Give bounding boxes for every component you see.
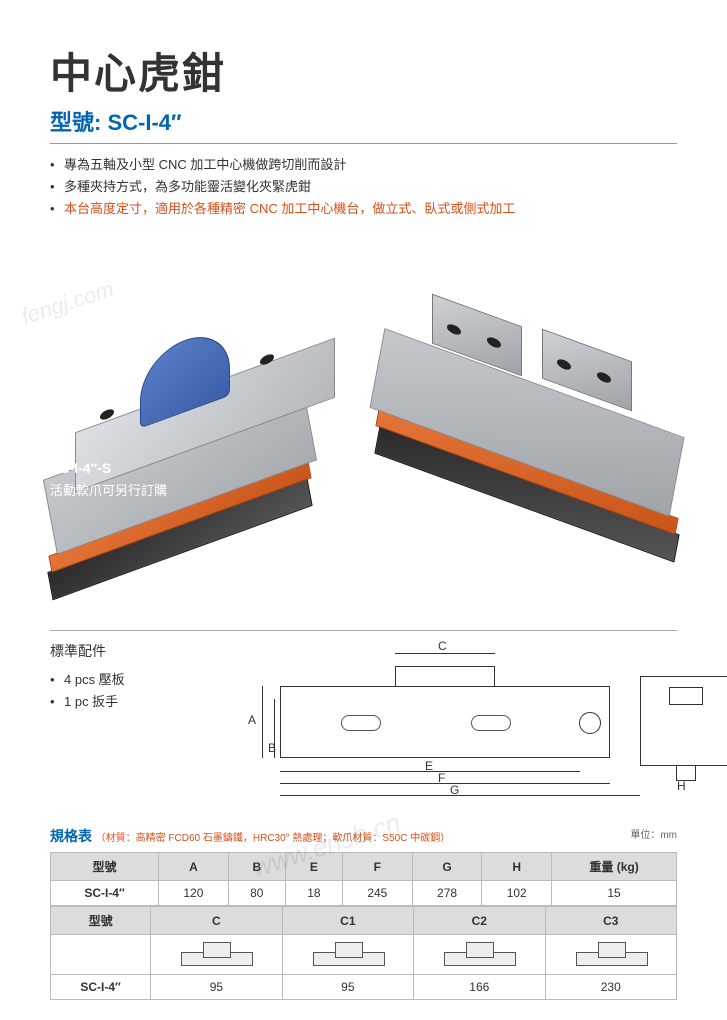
bullet: 本台高度定寸，適用於各種精密 CNC 加工中心機台，做立式、臥式或側式加工: [50, 198, 677, 220]
page-title: 中心虎鉗: [50, 40, 677, 101]
vise-right-image: [347, 230, 697, 550]
td: 120: [159, 881, 229, 906]
model-line: 型號: SC-I-4″: [50, 105, 677, 144]
th: C2: [414, 907, 545, 935]
clamp-icon: [444, 940, 514, 966]
table-header-row: 型號 C C1 C2 C3: [51, 907, 677, 935]
bullet-highlight: 本台高度定寸，適用於各種精密 CNC 加工中心機台，做立式、臥式或側式加工: [64, 201, 515, 216]
page-container: 中心虎鉗 型號: SC-I-4″ 專為五軸及小型 CNC 加工中心機做跨切削而設…: [0, 0, 727, 1020]
td: 95: [151, 975, 282, 1000]
variant-label: SC-I-4″-S 活動軟爪可另行訂購: [50, 460, 167, 499]
variant-note: 活動軟爪可另行訂購: [50, 480, 167, 499]
dim-a: A: [248, 713, 256, 727]
th: G: [412, 853, 482, 881]
clamp-icon: [313, 940, 383, 966]
spec-title: 規格表: [50, 828, 92, 844]
td: 245: [343, 881, 413, 906]
table-icon-row: [51, 935, 677, 975]
accessory-item: 4 pcs 壓板: [50, 669, 220, 691]
clamp-icon-cell: [414, 935, 545, 975]
th: C1: [282, 907, 413, 935]
td: SC-I-4″: [51, 881, 159, 906]
spec-unit: 單位：mm: [630, 826, 677, 841]
dim-f: F: [438, 771, 445, 785]
accessories-list: 標準配件 4 pcs 壓板 1 pc 扳手: [50, 641, 220, 811]
bullet: 多種夾持方式，為多功能靈活變化夾緊虎鉗: [50, 176, 677, 198]
table-header-row: 型號 A B E F G H 重量 (kg): [51, 853, 677, 881]
td: SC-I-4″: [51, 975, 151, 1000]
th: E: [285, 853, 342, 881]
model-value: SC-I-4″: [107, 110, 181, 135]
td: 166: [414, 975, 545, 1000]
th: C3: [545, 907, 676, 935]
table-row: SC-I-4″ 120 80 18 245 278 102 15: [51, 881, 677, 906]
clamp-icon-cell: [282, 935, 413, 975]
dim-e: E: [425, 759, 433, 773]
dim-h: H: [677, 779, 686, 793]
td: 95: [282, 975, 413, 1000]
accessory-item: 1 pc 扳手: [50, 691, 220, 713]
spec-note: （材質：高精密 FCD60 石墨鑄鐵，HRC30° 熱處理；軟爪材質：S50C …: [96, 833, 451, 844]
td: 102: [482, 881, 552, 906]
td: 80: [228, 881, 285, 906]
feature-bullets: 專為五軸及小型 CNC 加工中心機做跨切削而設計 多種夾持方式，為多功能靈活變化…: [50, 154, 677, 220]
clamp-icon-cell: [151, 935, 282, 975]
td: 278: [412, 881, 482, 906]
vise-left-image: [30, 280, 340, 600]
dimension-diagram: C A B E F G H: [250, 641, 677, 811]
clamp-icon: [576, 940, 646, 966]
accessories-title: 標準配件: [50, 641, 220, 661]
hero-images: SC-I-4″-S 活動軟爪可另行訂購: [50, 240, 677, 620]
dim-b: B: [268, 741, 276, 755]
clamp-icon-cell: [545, 935, 676, 975]
th: B: [228, 853, 285, 881]
model-label: 型號:: [50, 110, 101, 135]
bullet: 專為五軸及小型 CNC 加工中心機做跨切削而設計: [50, 154, 677, 176]
dim-g: G: [450, 783, 459, 797]
spec-table-2: 型號 C C1 C2 C3 SC-I-4″ 95 95 166 230: [50, 906, 677, 1000]
accessories-row: 標準配件 4 pcs 壓板 1 pc 扳手 C A B: [50, 630, 677, 811]
variant-code: SC-I-4″-S: [50, 460, 167, 476]
td: 18: [285, 881, 342, 906]
th: 型號: [51, 853, 159, 881]
th: F: [343, 853, 413, 881]
td: 15: [552, 881, 677, 906]
spec-section: 規格表 （材質：高精密 FCD60 石墨鑄鐵，HRC30° 熱處理；軟爪材質：S…: [50, 826, 677, 1000]
th: H: [482, 853, 552, 881]
td: 230: [545, 975, 676, 1000]
th: A: [159, 853, 229, 881]
spec-table-1: 型號 A B E F G H 重量 (kg) SC-I-4″ 120 80 18…: [50, 852, 677, 906]
th: 型號: [51, 907, 151, 935]
table-row: SC-I-4″ 95 95 166 230: [51, 975, 677, 1000]
th: C: [151, 907, 282, 935]
th: 重量 (kg): [552, 853, 677, 881]
dim-c: C: [438, 639, 447, 653]
clamp-icon: [181, 940, 251, 966]
